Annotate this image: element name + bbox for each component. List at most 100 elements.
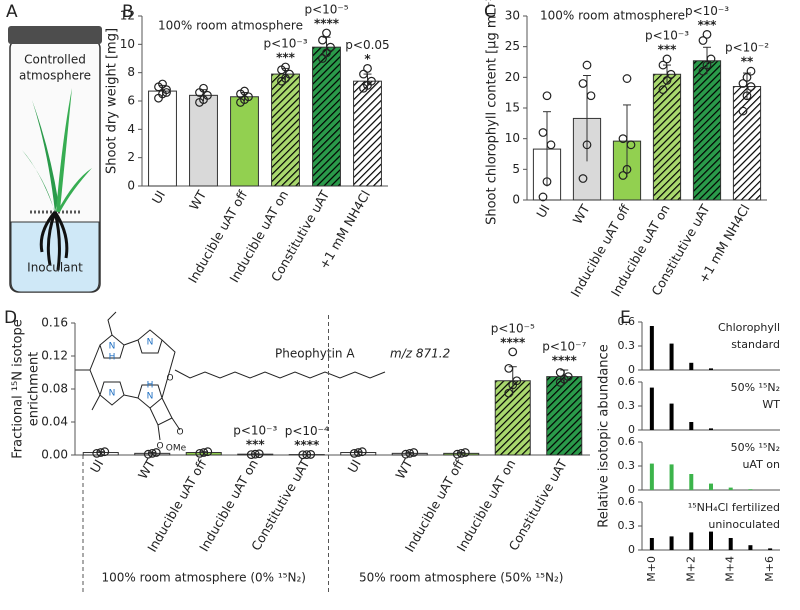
bar (709, 368, 713, 370)
data-point (195, 448, 205, 458)
data-point (363, 64, 372, 73)
y-tick-label: 15 (505, 101, 520, 115)
y-axis-label: Shoot chlorophyll content [µg mL⁻¹] (485, 0, 500, 225)
bar (728, 538, 733, 550)
bar (148, 90, 177, 187)
bar (689, 532, 694, 550)
data-point (306, 450, 316, 459)
group-label: 100% room atmosphere (0% ¹⁵N₂) (102, 571, 306, 585)
data-point (582, 60, 592, 70)
y-tick-label: 25 (505, 39, 520, 53)
data-point (240, 86, 249, 96)
y-tick-label: 0 (628, 483, 635, 496)
liquid-label: Inoculant (27, 261, 83, 275)
annotation: 100% room atmosphere (158, 19, 303, 33)
data-point (702, 60, 712, 70)
data-point (158, 79, 167, 89)
x-tick-label: WT (186, 187, 209, 212)
data-point (100, 447, 110, 457)
bar (709, 483, 713, 490)
p-value-label: p<10⁻³ (645, 28, 689, 42)
bar (689, 362, 694, 370)
data-point (244, 92, 253, 102)
data-point (538, 192, 548, 202)
data-point (738, 106, 748, 116)
data-point (456, 448, 466, 458)
atom-label: H (109, 353, 116, 363)
data-point (563, 372, 573, 382)
y-tick-label: 0 (512, 193, 520, 207)
x-tick-label: UI (87, 457, 106, 476)
p-value-label: p<10⁻³ (685, 4, 729, 18)
y-tick-label: 0.08 (41, 382, 68, 396)
p-value-label: p<10⁻³ (263, 37, 307, 51)
y-tick-label: 0.3 (618, 459, 636, 472)
annotation: 100% room atmosphere (540, 9, 685, 23)
y-tick-label: 0 (127, 179, 135, 193)
bar (692, 60, 722, 201)
data-point (542, 91, 552, 101)
panel-letter: B (122, 2, 134, 22)
x-tick-label: UI (149, 188, 168, 207)
data-point (349, 448, 359, 458)
lid-label: atmosphere (19, 69, 91, 83)
atom-label: N (147, 338, 154, 348)
panel-letter: C (484, 2, 496, 22)
panel-letter: D (4, 308, 17, 328)
data-point (254, 449, 264, 459)
bar (230, 96, 259, 187)
data-point (698, 36, 708, 45)
y-axis-label: Relative isotopic abundance (597, 344, 612, 527)
bar (669, 403, 674, 430)
data-point (662, 54, 672, 64)
significance-stars: *** (698, 18, 718, 32)
significance-stars: **** (500, 335, 526, 349)
atom-label: H (147, 381, 154, 391)
atom-label: O (176, 428, 183, 438)
significance-stars: *** (246, 437, 266, 451)
significance-stars: * (364, 52, 371, 66)
atom-label: N (147, 392, 154, 402)
data-point (199, 448, 209, 457)
y-tick-label: 0.3 (618, 399, 636, 412)
data-point (746, 82, 756, 91)
data-point (285, 69, 294, 79)
data-point (586, 91, 596, 101)
data-point (746, 66, 756, 76)
data-point (326, 42, 335, 52)
data-point (151, 448, 161, 457)
bar (649, 463, 654, 490)
bar (732, 86, 762, 201)
data-point (203, 90, 212, 100)
data-point (622, 74, 632, 83)
bar (689, 422, 694, 430)
molecule-structure (75, 311, 386, 441)
x-tick-label: Constitutive uAT (248, 456, 312, 553)
data-point (357, 447, 367, 457)
p-value-label: p<10⁻⁵ (304, 3, 348, 17)
data-point (742, 91, 752, 101)
data-point (409, 448, 419, 457)
bar (669, 464, 674, 490)
data-point (738, 79, 748, 88)
panel-a-drawing (8, 26, 102, 293)
significance-stars: *** (658, 42, 678, 56)
molecule-mz: m/z 871.2 (390, 347, 450, 361)
atom-label: N (109, 342, 116, 352)
data-point (96, 448, 106, 457)
y-tick-label: 0.00 (41, 448, 68, 462)
bar (709, 428, 713, 430)
y-tick-label: 0.16 (41, 316, 68, 330)
y-tick-label: 12 (120, 9, 135, 23)
bar (546, 376, 583, 456)
data-point (504, 363, 514, 373)
data-point (460, 448, 470, 457)
subplot-label: uninoculated (708, 518, 780, 531)
significance-stars: ** (741, 55, 754, 69)
y-tick-label: 6 (127, 94, 135, 108)
significance-stars: **** (294, 438, 320, 452)
atom-label: N (109, 389, 116, 399)
significance-stars: **** (314, 17, 340, 31)
p-value-label: p<10⁻⁴ (285, 424, 329, 438)
data-point (512, 376, 522, 386)
